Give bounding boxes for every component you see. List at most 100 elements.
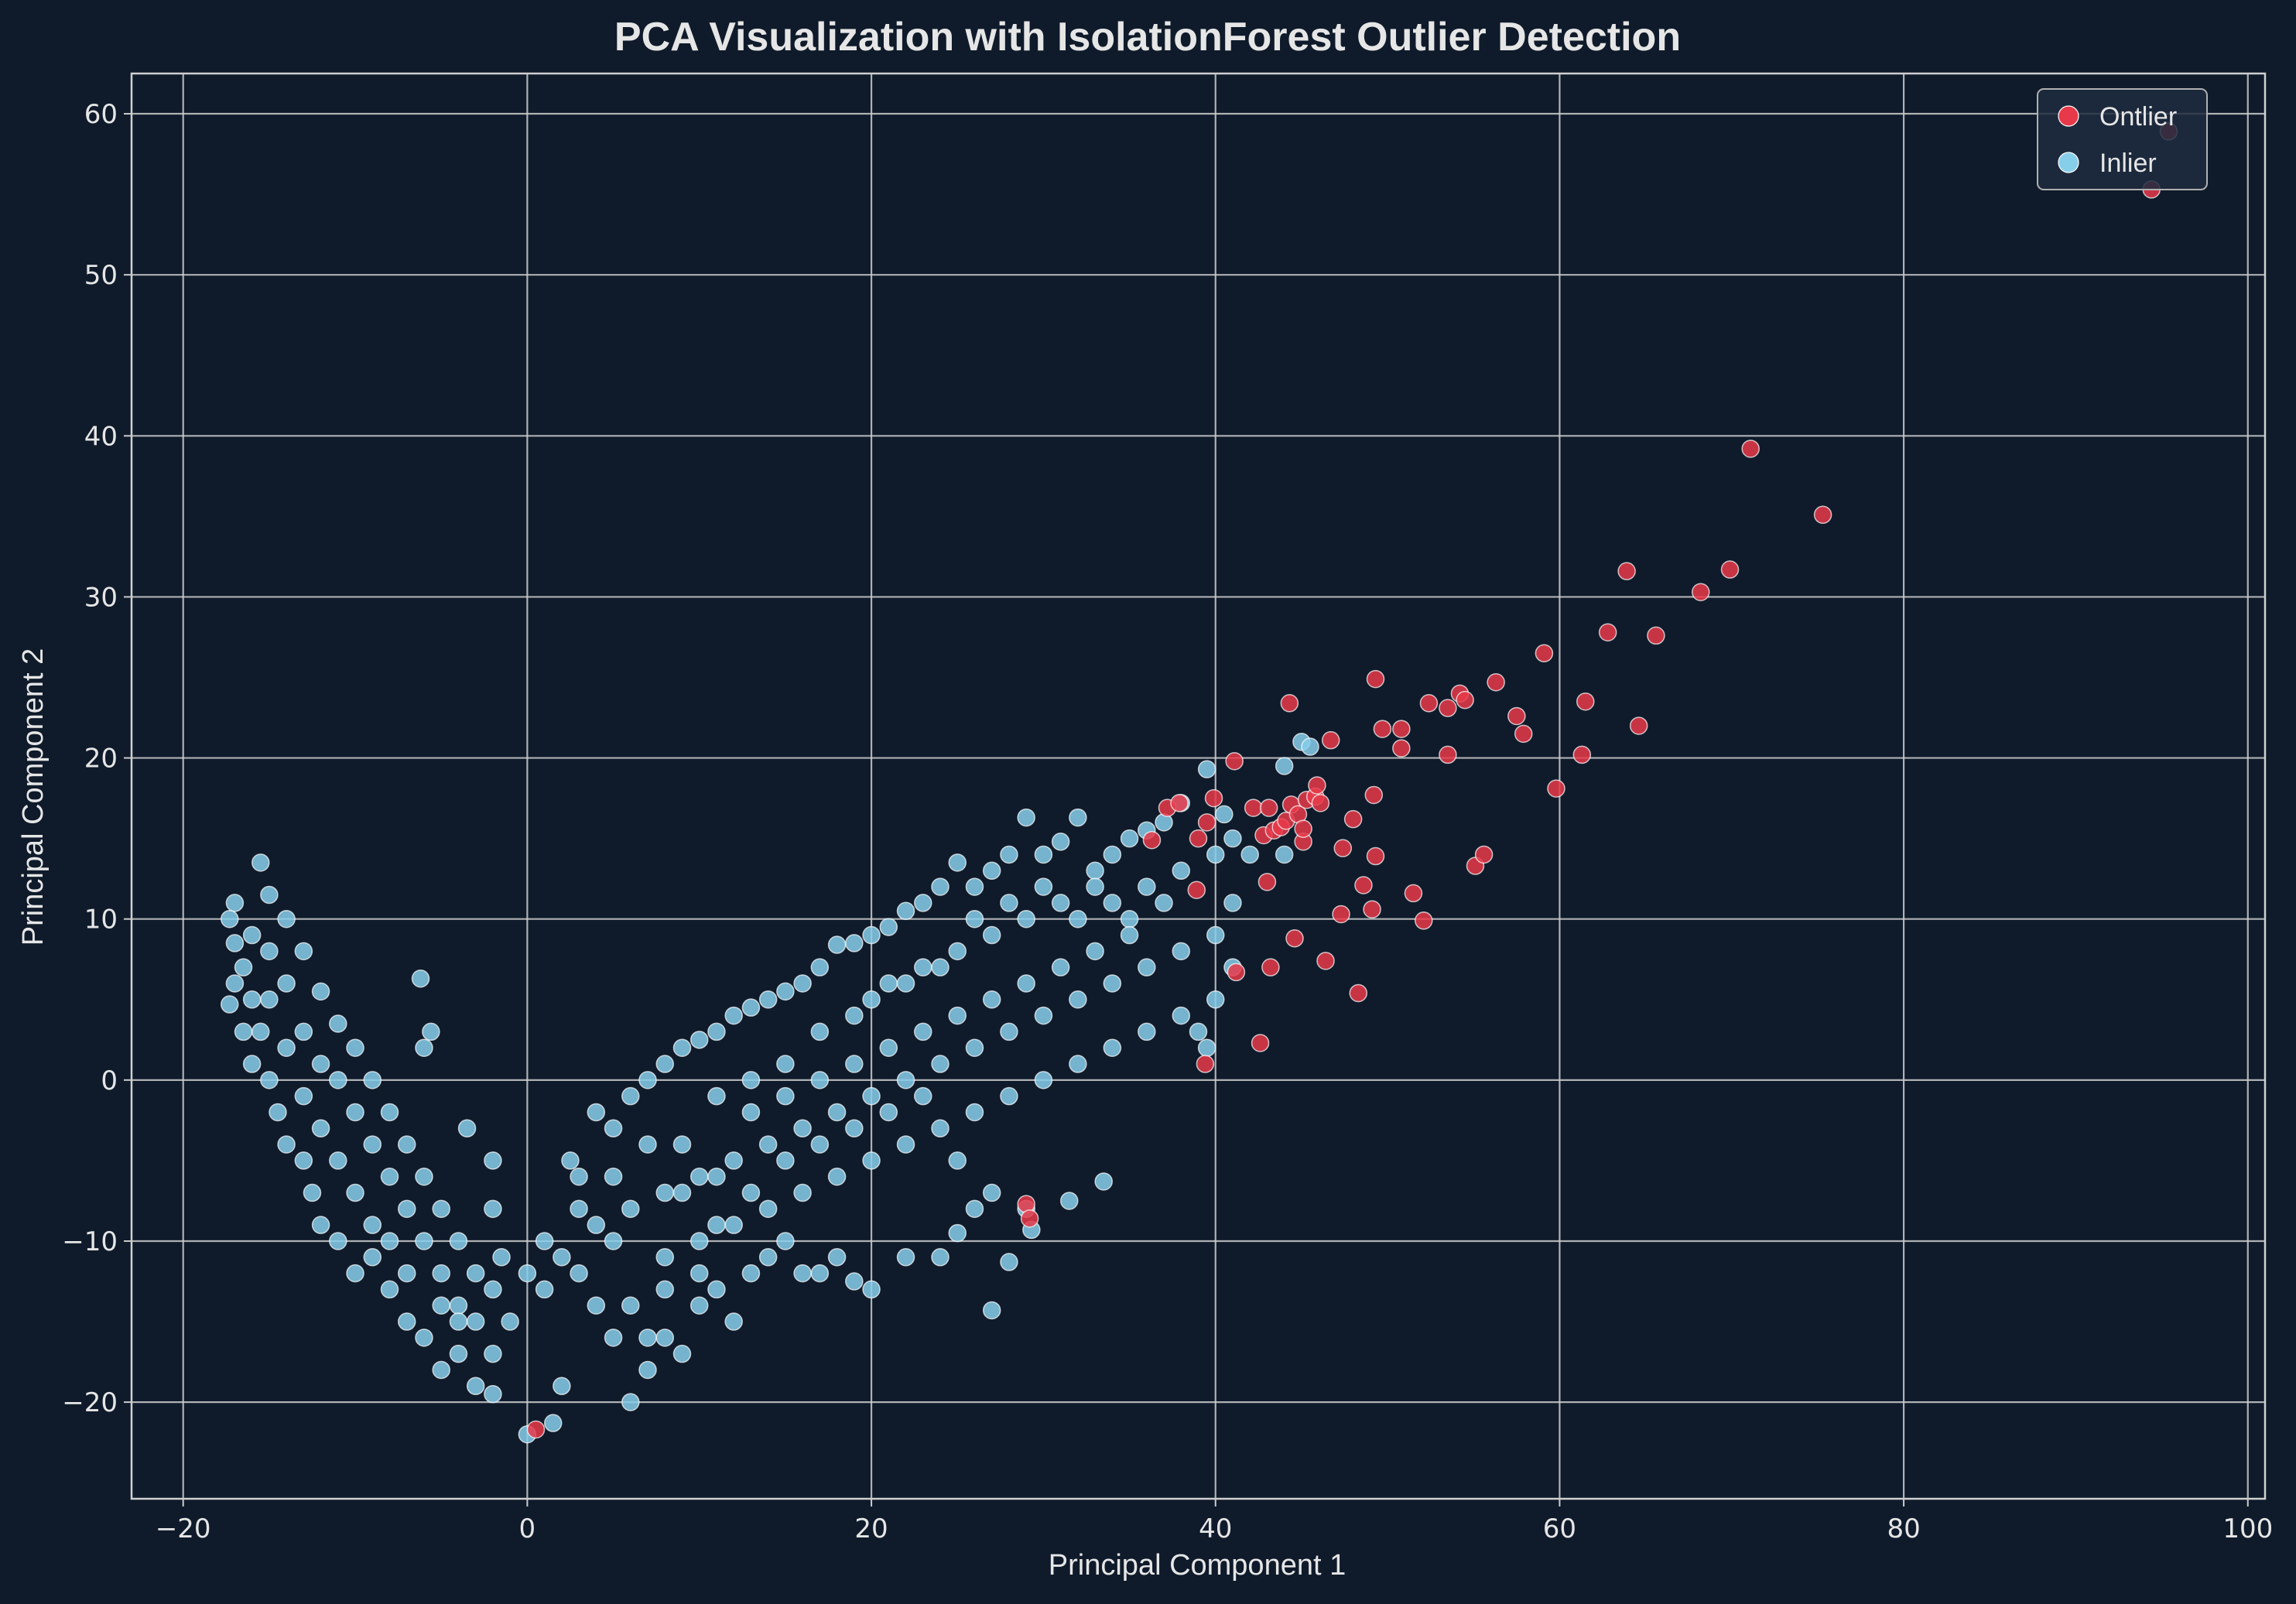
inlier-point: [845, 1055, 864, 1073]
outlier-point: [1251, 1034, 1270, 1052]
inlier-point: [1086, 942, 1104, 961]
outlier-point: [1349, 983, 1368, 1003]
inlier-point: [484, 1151, 502, 1170]
inlier-point: [277, 974, 296, 993]
outlier-point: [1225, 751, 1244, 771]
inlier-point: [380, 1103, 399, 1122]
legend-box: [2037, 88, 2208, 190]
inlier-point: [1197, 1038, 1216, 1057]
inlier-point: [294, 1086, 313, 1106]
inlier-point: [242, 1055, 262, 1073]
inlier-point: [931, 877, 950, 896]
inlier-point: [535, 1232, 554, 1250]
inlier-point: [1069, 990, 1087, 1009]
inlier-point: [810, 958, 830, 976]
inlier-point: [724, 1006, 743, 1025]
inlier-point: [311, 1119, 330, 1138]
inlier-point: [948, 1151, 967, 1170]
outlier-point: [1170, 794, 1189, 812]
inlier-point: [242, 925, 262, 945]
inlier-point: [862, 990, 881, 1009]
x-tick-label: −20: [156, 1513, 211, 1544]
inlier-point: [346, 1264, 364, 1283]
inlier-point: [655, 1280, 674, 1299]
inlier-point: [466, 1264, 485, 1283]
inlier-point: [397, 1312, 416, 1331]
inlier-point: [604, 1329, 623, 1347]
inlier-point: [1051, 958, 1070, 976]
inlier-point: [492, 1248, 511, 1267]
y-axis-label: Principal Component 2: [17, 648, 50, 946]
inlier-point: [1223, 894, 1242, 912]
inlier-point: [346, 1103, 364, 1122]
outlier-point: [1280, 694, 1299, 713]
outlier-point: [1373, 720, 1392, 738]
inlier-point: [1206, 925, 1225, 945]
inlier-point: [914, 958, 932, 976]
inlier-point: [1172, 861, 1191, 881]
legend: Ontlier Inlier: [2037, 88, 2208, 190]
inlier-point: [896, 901, 915, 921]
inlier-point: [931, 958, 950, 976]
outlier-point: [1257, 873, 1277, 891]
inlier-point: [422, 1022, 440, 1041]
inlier-point: [724, 1216, 743, 1234]
inlier-point: [672, 1038, 692, 1057]
outlier-point: [526, 1420, 546, 1439]
inlier-point: [707, 1086, 726, 1106]
inlier-point: [827, 1103, 847, 1122]
inlier-point: [1051, 833, 1070, 851]
inlier-point: [411, 969, 430, 988]
inlier-point: [220, 995, 239, 1014]
inlier-point: [277, 1135, 296, 1154]
inlier-point: [896, 1248, 915, 1267]
inlier-point: [707, 1216, 726, 1234]
inlier-point: [415, 1329, 433, 1347]
inlier-point: [776, 1151, 795, 1170]
inlier-point: [845, 1272, 864, 1291]
inlier-point: [672, 1135, 692, 1154]
legend-label: Inlier: [2099, 149, 2157, 178]
inlier-point: [294, 942, 313, 961]
outlier-point: [1535, 644, 1554, 663]
inlier-point: [638, 1360, 657, 1380]
inlier-point: [363, 1248, 382, 1267]
inlier-point: [724, 1151, 743, 1170]
inlier-point: [845, 934, 864, 952]
inlier-point: [758, 1248, 778, 1267]
inlier-point: [810, 1071, 830, 1089]
outlier-point: [1439, 745, 1457, 764]
inlier-point: [965, 1103, 984, 1122]
outlier-point: [1813, 505, 1832, 525]
inlier-point: [294, 1022, 313, 1041]
inlier-point: [982, 990, 1001, 1009]
outlier-point: [1294, 819, 1312, 838]
outlier-point: [1439, 699, 1457, 717]
inlier-point: [1000, 894, 1018, 912]
x-tick-label: 20: [854, 1513, 888, 1544]
inlier-point: [363, 1216, 382, 1234]
inlier-point: [570, 1167, 588, 1186]
inlier-point: [1086, 861, 1104, 881]
inlier-point: [621, 1086, 640, 1106]
inlier-point: [570, 1199, 588, 1219]
inlier-point: [879, 1038, 898, 1057]
inlier-point: [896, 1135, 915, 1154]
inlier-point: [449, 1344, 468, 1363]
inlier-point: [793, 974, 812, 993]
inlier-point: [277, 909, 296, 929]
inlier-point: [655, 1183, 674, 1202]
outlier-point: [1333, 839, 1353, 857]
legend-marker: [2058, 105, 2079, 127]
inlier-point: [1189, 1022, 1208, 1041]
outlier-point: [1363, 900, 1381, 918]
series-inlier: [220, 733, 1319, 1444]
inlier-point: [965, 1199, 984, 1219]
inlier-point: [234, 1022, 253, 1041]
inlier-point: [457, 1119, 477, 1138]
inlier-point: [484, 1280, 502, 1299]
inlier-point: [1206, 845, 1225, 864]
outlier-point: [1285, 929, 1304, 948]
inlier-point: [862, 1151, 881, 1170]
outlier-point: [1720, 560, 1740, 579]
